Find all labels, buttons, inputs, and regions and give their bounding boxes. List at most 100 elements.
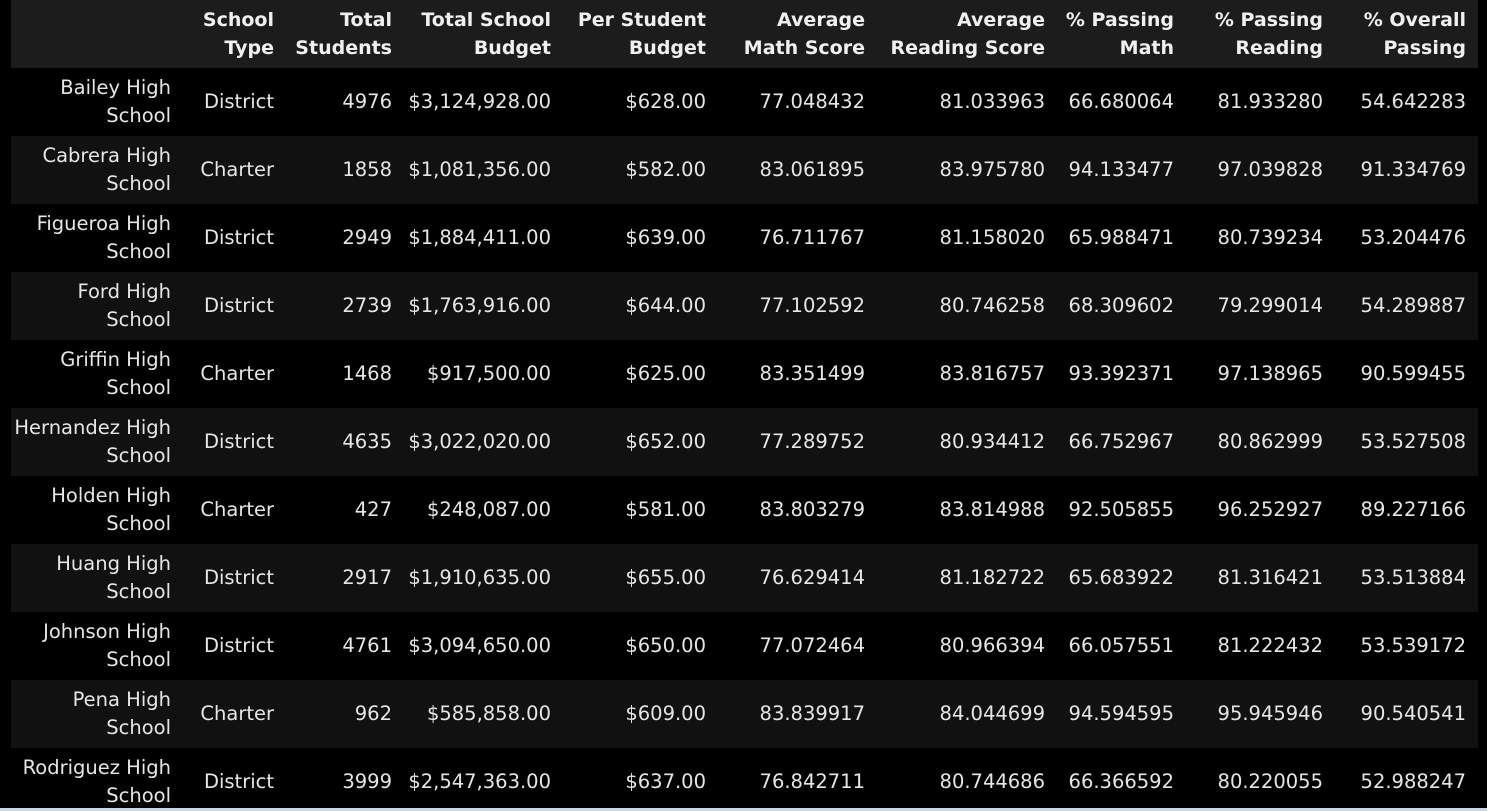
- passing-reading-cell: 80.862999: [1217, 430, 1323, 453]
- total-budget-cell: $1,081,356.00: [408, 158, 551, 181]
- header-passing-math: % Passing Math: [1057, 0, 1186, 68]
- total-students-cell: 2739: [342, 294, 392, 317]
- school-type-cell: District: [203, 430, 274, 453]
- avg-reading-cell: 83.814988: [939, 498, 1045, 521]
- school-name-cell: Pena High School: [72, 688, 171, 739]
- header-index: [11, 0, 183, 68]
- per-student-budget-cell: $655.00: [625, 566, 706, 589]
- dataframe-table-container: School Type Total Students Total School …: [11, 0, 1478, 811]
- overall-passing-cell: 91.334769: [1360, 158, 1466, 181]
- avg-math-cell: 77.289752: [759, 430, 865, 453]
- per-student-budget-cell: $639.00: [625, 226, 706, 249]
- passing-reading-cell: 97.039828: [1217, 158, 1323, 181]
- school-type-cell: District: [203, 566, 274, 589]
- avg-math-cell: 76.842711: [759, 770, 865, 793]
- school-name-cell: Cabrera High School: [42, 144, 171, 195]
- school-name-cell: Rodriguez High School: [22, 756, 171, 807]
- overall-passing-cell: 90.599455: [1360, 362, 1466, 385]
- per-student-budget-cell: $652.00: [625, 430, 706, 453]
- avg-math-cell: 76.711767: [759, 226, 865, 249]
- table-row: Bailey High School District 4976 $3,124,928…: [11, 68, 1478, 136]
- passing-math-cell: 66.057551: [1068, 634, 1174, 657]
- overall-passing-cell: 54.642283: [1360, 90, 1466, 113]
- overall-passing-cell: 53.527508: [1360, 430, 1466, 453]
- school-type-cell: Charter: [200, 362, 274, 385]
- avg-reading-cell: 84.044699: [939, 702, 1045, 725]
- school-name-cell: Huang High School: [56, 552, 171, 603]
- school-name-cell: Hernandez High School: [14, 416, 171, 467]
- total-students-cell: 1858: [342, 158, 392, 181]
- per-student-budget-cell: $650.00: [625, 634, 706, 657]
- total-students-cell: 427: [354, 498, 392, 521]
- total-budget-cell: $1,763,916.00: [408, 294, 551, 317]
- total-students-cell: 2949: [342, 226, 392, 249]
- header-school-type: School Type: [183, 0, 286, 68]
- passing-reading-cell: 81.933280: [1217, 90, 1323, 113]
- table-row: Rodriguez High School District 3999 $2,547,…: [11, 748, 1478, 811]
- school-type-cell: District: [203, 226, 274, 249]
- passing-math-cell: 66.366592: [1068, 770, 1174, 793]
- avg-reading-cell: 83.816757: [939, 362, 1045, 385]
- school-summary-table: School Type Total Students Total School …: [11, 0, 1478, 811]
- total-students-cell: 1468: [342, 362, 392, 385]
- passing-reading-cell: 81.316421: [1217, 566, 1323, 589]
- total-students-cell: 962: [354, 702, 392, 725]
- table-row: Pena High School Charter 962 $585,858.00 $60…: [11, 680, 1478, 748]
- passing-math-cell: 94.133477: [1068, 158, 1174, 181]
- per-student-budget-cell: $637.00: [625, 770, 706, 793]
- school-type-cell: District: [203, 634, 274, 657]
- table-row: Griffin High School Charter 1468 $917,500.0…: [11, 340, 1478, 408]
- header-overall-passing: % Overall Passing: [1335, 0, 1478, 68]
- total-budget-cell: $248,087.00: [426, 498, 551, 521]
- passing-reading-cell: 79.299014: [1217, 294, 1323, 317]
- table-row: Ford High School District 2739 $1,763,916.0…: [11, 272, 1478, 340]
- total-budget-cell: $1,884,411.00: [408, 226, 551, 249]
- passing-math-cell: 68.309602: [1068, 294, 1174, 317]
- total-budget-cell: $3,022,020.00: [408, 430, 551, 453]
- school-name-cell: Holden High School: [51, 484, 171, 535]
- header-row: School Type Total Students Total School …: [11, 0, 1478, 68]
- passing-reading-cell: 97.138965: [1217, 362, 1323, 385]
- overall-passing-cell: 53.539172: [1360, 634, 1466, 657]
- avg-math-cell: 83.061895: [759, 158, 865, 181]
- school-type-cell: District: [203, 770, 274, 793]
- header-average-math-score: Average Math Score: [718, 0, 877, 68]
- total-students-cell: 4635: [342, 430, 392, 453]
- avg-reading-cell: 80.746258: [939, 294, 1045, 317]
- per-student-budget-cell: $625.00: [625, 362, 706, 385]
- avg-reading-cell: 83.975780: [939, 158, 1045, 181]
- table-row: Holden High School Charter 427 $248,087.00 $…: [11, 476, 1478, 544]
- passing-math-cell: 92.505855: [1068, 498, 1174, 521]
- header-total-students: Total Students: [286, 0, 404, 68]
- overall-passing-cell: 52.988247: [1360, 770, 1466, 793]
- total-budget-cell: $585,858.00: [426, 702, 551, 725]
- total-budget-cell: $917,500.00: [426, 362, 551, 385]
- passing-math-cell: 94.594595: [1068, 702, 1174, 725]
- avg-reading-cell: 81.158020: [939, 226, 1045, 249]
- horizontal-scrollbar-edge: [0, 808, 1487, 811]
- passing-reading-cell: 96.252927: [1217, 498, 1323, 521]
- avg-math-cell: 83.803279: [759, 498, 865, 521]
- avg-math-cell: 77.048432: [759, 90, 865, 113]
- overall-passing-cell: 89.227166: [1360, 498, 1466, 521]
- avg-reading-cell: 80.744686: [939, 770, 1045, 793]
- overall-passing-cell: 54.289887: [1360, 294, 1466, 317]
- table-row: Hernandez High School District 4635 $3,022,…: [11, 408, 1478, 476]
- total-students-cell: 2917: [342, 566, 392, 589]
- table-row: Cabrera High School Charter 1858 $1,081,356…: [11, 136, 1478, 204]
- passing-math-cell: 66.680064: [1068, 90, 1174, 113]
- table-row: Johnson High School District 4761 $3,094,65…: [11, 612, 1478, 680]
- school-name-cell: Griffin High School: [60, 348, 171, 399]
- total-budget-cell: $1,910,635.00: [408, 566, 551, 589]
- total-students-cell: 4761: [342, 634, 392, 657]
- passing-reading-cell: 95.945946: [1217, 702, 1323, 725]
- passing-math-cell: 66.752967: [1068, 430, 1174, 453]
- passing-reading-cell: 80.220055: [1217, 770, 1323, 793]
- per-student-budget-cell: $582.00: [625, 158, 706, 181]
- avg-reading-cell: 80.966394: [939, 634, 1045, 657]
- school-name-cell: Ford High School: [77, 280, 171, 331]
- school-type-cell: Charter: [200, 158, 274, 181]
- avg-math-cell: 77.072464: [759, 634, 865, 657]
- school-type-cell: District: [203, 294, 274, 317]
- avg-math-cell: 76.629414: [759, 566, 865, 589]
